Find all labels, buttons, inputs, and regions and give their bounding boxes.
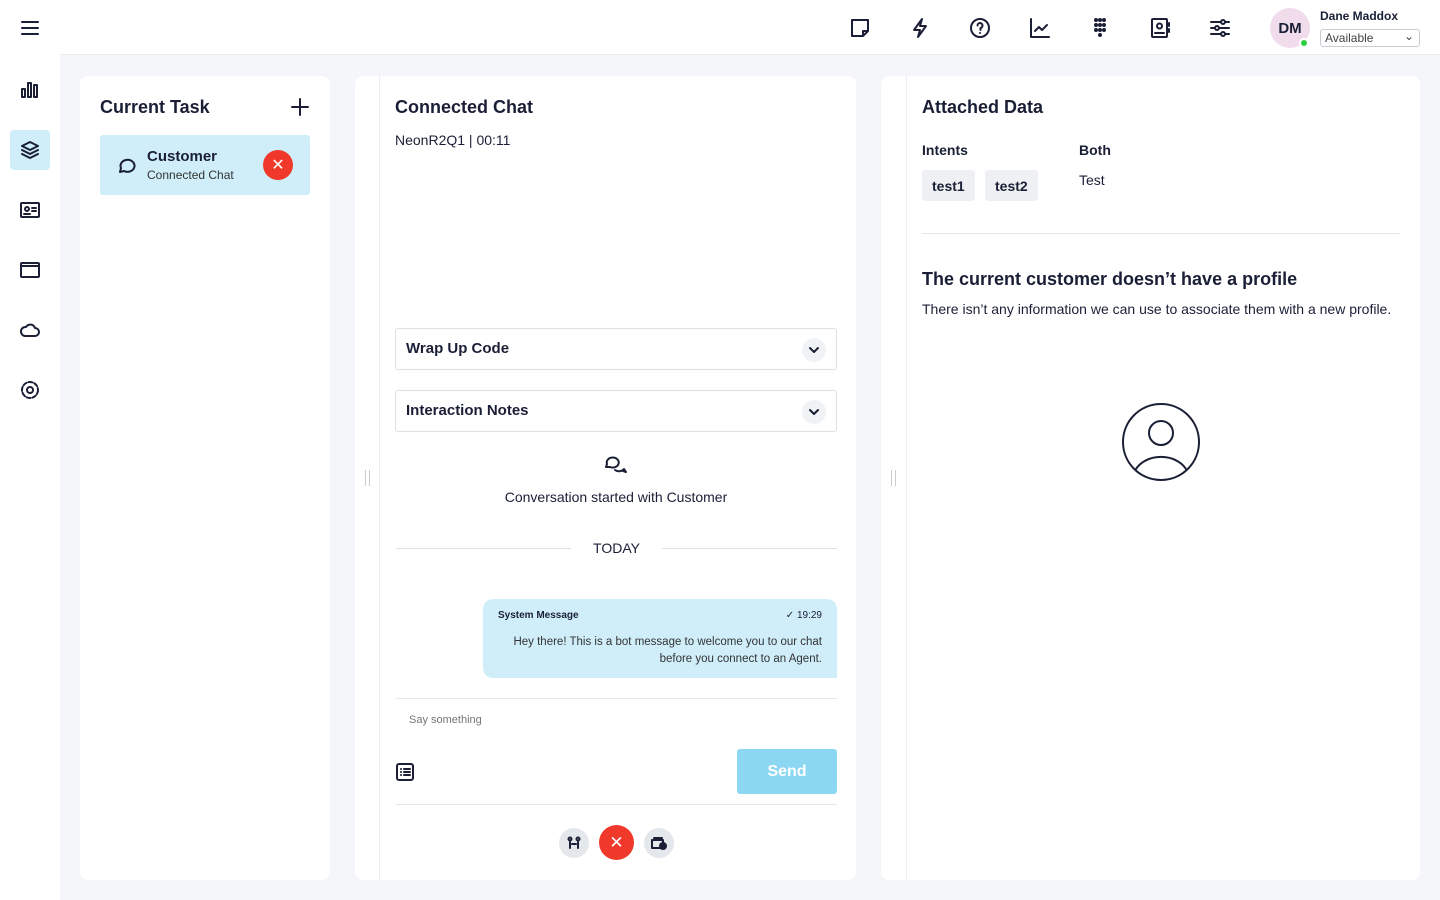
dialpad-icon[interactable] xyxy=(1088,16,1112,40)
status-value: Available xyxy=(1325,31,1374,45)
divider xyxy=(922,233,1400,234)
divider xyxy=(396,698,837,699)
add-task-button[interactable] xyxy=(290,97,310,122)
task-type: Connected Chat xyxy=(147,168,234,182)
divider xyxy=(396,548,571,549)
help-icon[interactable] xyxy=(968,16,992,40)
divider xyxy=(396,804,837,805)
current-task-panel xyxy=(80,76,330,880)
profile-text: There isn’t any information we can use t… xyxy=(922,301,1392,317)
user-name: Dane Maddox xyxy=(1320,9,1399,23)
resize-handle[interactable] xyxy=(365,470,370,486)
chat-panel xyxy=(355,76,856,880)
divider xyxy=(906,76,907,880)
chevron-down-icon xyxy=(802,400,826,424)
intent-chip: test1 xyxy=(922,170,975,201)
transfer-button[interactable] xyxy=(559,828,589,858)
chat-title: Connected Chat xyxy=(395,97,534,117)
message-time: 19:29 xyxy=(796,610,822,621)
chat-subtitle: NeonR2Q1 | 00:11 xyxy=(395,132,511,148)
end-chat-button[interactable]: ✕ xyxy=(599,825,634,860)
profile-title: The current customer doesn’t have a prof… xyxy=(922,269,1298,289)
wrap-up-label: Wrap Up Code xyxy=(406,340,510,357)
chevron-down-icon xyxy=(802,338,826,362)
task-item[interactable]: Customer Connected Chat ✕ xyxy=(100,135,310,195)
user-avatar-icon xyxy=(1120,401,1202,488)
bar-chart-icon[interactable] xyxy=(10,70,50,110)
left-nav xyxy=(0,0,60,900)
conversation-started: Conversation started with Customer xyxy=(504,489,728,505)
avatar-initials: DM xyxy=(1278,19,1302,37)
gear-icon[interactable] xyxy=(10,370,50,410)
sticky-note-icon[interactable] xyxy=(848,16,872,40)
menu-icon[interactable] xyxy=(10,8,50,48)
send-button[interactable]: Send xyxy=(737,749,837,794)
window-icon[interactable] xyxy=(10,250,50,290)
status-dot xyxy=(1299,38,1309,48)
templates-icon[interactable] xyxy=(396,763,414,786)
check-icon: ✓ xyxy=(785,610,797,621)
attached-data-title: Attached Data xyxy=(922,97,1044,117)
message-sender: System Message xyxy=(498,610,579,621)
layers-icon[interactable] xyxy=(10,130,50,170)
message-bubble: System Message ✓ 19:29 Hey there! This i… xyxy=(483,599,837,678)
conversation-icon xyxy=(603,453,631,482)
both-label: Both xyxy=(1079,142,1111,158)
current-task-title: Current Task xyxy=(100,97,210,117)
both-value: Test xyxy=(1079,172,1105,188)
contacts-icon[interactable] xyxy=(1148,16,1172,40)
id-card-icon[interactable] xyxy=(10,190,50,230)
cloud-icon[interactable] xyxy=(10,310,50,350)
message-text: Hey there! This is a bot message to welc… xyxy=(513,636,822,665)
divider xyxy=(379,76,380,880)
status-select[interactable]: Available ⌄ xyxy=(1320,29,1420,47)
chat-bubble-icon xyxy=(116,155,138,180)
chart-line-icon[interactable] xyxy=(1028,16,1052,40)
divider xyxy=(662,548,837,549)
message-input[interactable] xyxy=(396,705,837,735)
intent-chip: test2 xyxy=(985,170,1038,201)
intents-label: Intents xyxy=(922,142,968,158)
resize-handle[interactable] xyxy=(891,470,896,486)
notes-label: Interaction Notes xyxy=(406,402,529,419)
hold-button[interactable] xyxy=(644,828,674,858)
task-name: Customer xyxy=(147,148,218,165)
interaction-notes-dropdown[interactable]: Interaction Notes xyxy=(395,390,837,432)
lightning-icon[interactable] xyxy=(908,16,932,40)
date-separator: TODAY xyxy=(593,540,640,556)
top-bar xyxy=(0,0,1440,55)
wrap-up-code-dropdown[interactable]: Wrap Up Code xyxy=(395,328,837,370)
end-task-button[interactable]: ✕ xyxy=(263,150,293,180)
sliders-icon[interactable] xyxy=(1208,16,1232,40)
chevron-down-icon: ⌄ xyxy=(1403,29,1414,43)
